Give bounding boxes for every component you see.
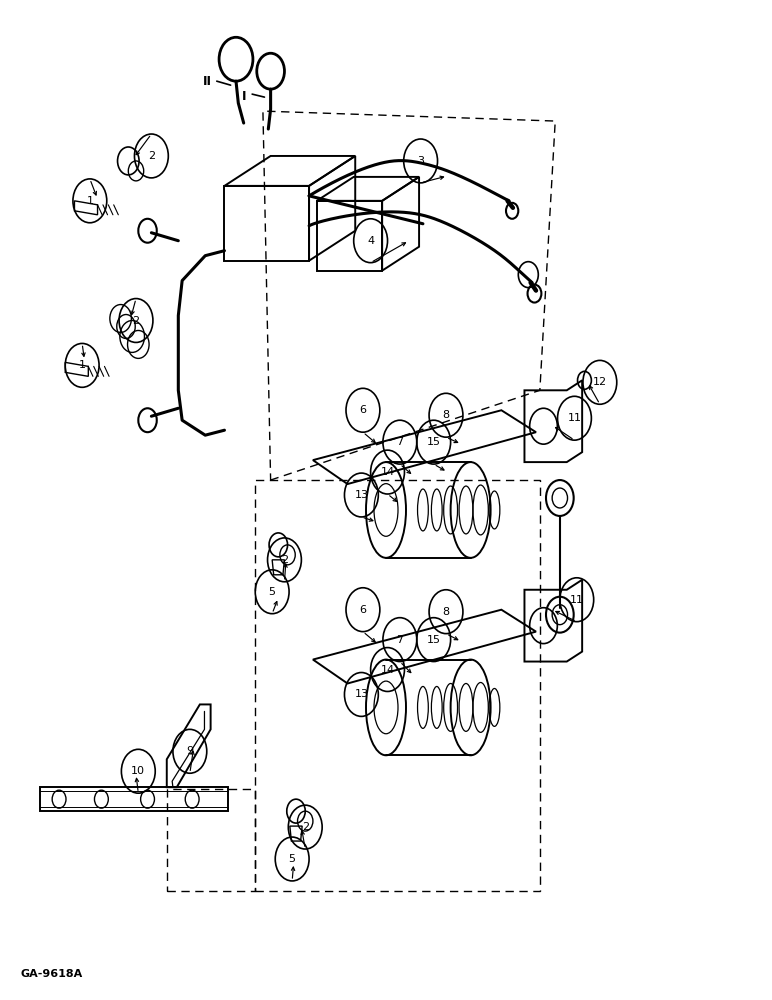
Text: 14: 14 [381, 467, 394, 477]
Text: 1: 1 [86, 196, 93, 206]
Text: 15: 15 [427, 635, 441, 645]
Text: 2: 2 [281, 555, 288, 565]
Text: 11: 11 [567, 413, 581, 423]
Text: 14: 14 [381, 665, 394, 675]
Text: 4: 4 [367, 236, 374, 246]
Text: 2: 2 [147, 151, 155, 161]
Text: 7: 7 [396, 635, 404, 645]
Text: 5: 5 [269, 587, 276, 597]
Text: 11: 11 [570, 595, 584, 605]
Text: 3: 3 [417, 156, 424, 166]
Text: 10: 10 [131, 766, 145, 776]
Text: 15: 15 [427, 437, 441, 447]
Text: 6: 6 [360, 605, 367, 615]
Text: 2: 2 [302, 822, 309, 832]
Text: 8: 8 [442, 410, 449, 420]
Text: 7: 7 [396, 437, 404, 447]
Text: 13: 13 [354, 689, 368, 699]
Polygon shape [74, 201, 97, 215]
Text: I: I [242, 90, 246, 103]
Text: 9: 9 [186, 746, 194, 756]
Text: GA-9618A: GA-9618A [21, 969, 83, 979]
Text: 6: 6 [360, 405, 367, 415]
Text: 5: 5 [289, 854, 296, 864]
Polygon shape [66, 362, 88, 376]
Text: 8: 8 [442, 607, 449, 617]
Text: 12: 12 [593, 377, 607, 387]
Text: II: II [203, 75, 212, 88]
Text: 1: 1 [79, 360, 86, 370]
Text: 13: 13 [354, 490, 368, 500]
Text: 2: 2 [133, 316, 140, 326]
